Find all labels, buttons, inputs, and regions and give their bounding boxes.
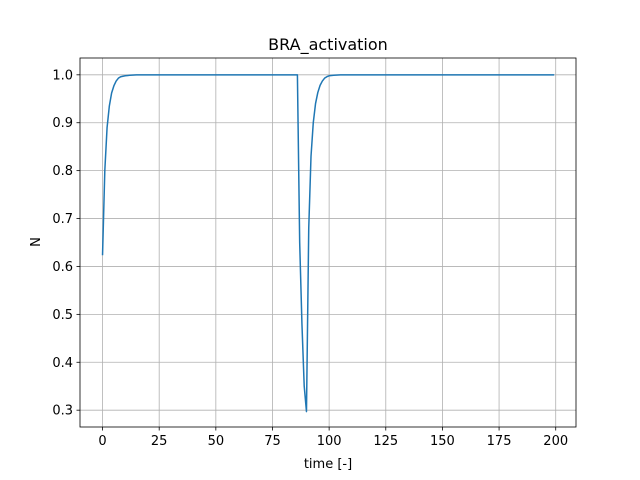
x-axis-label: time [-] <box>304 457 352 472</box>
x-tick-label: 200 <box>543 434 568 449</box>
y-axis-label: N <box>29 237 44 247</box>
y-tick-label: 0.6 <box>52 260 73 275</box>
x-tick-label: 175 <box>487 434 512 449</box>
x-tick-label: 75 <box>264 434 281 449</box>
chart-title: BRA_activation <box>268 35 388 55</box>
plot-frame <box>79 57 577 428</box>
y-tick-label: 0.9 <box>52 116 73 131</box>
x-tick-label: 50 <box>208 434 225 449</box>
x-tick-label: 100 <box>317 434 342 449</box>
ticks: 0 25 50 75 100 125 150 175 200 0.3 0.4 0.5 0.6 0.7 0.8… <box>52 68 568 449</box>
x-tick-label: 150 <box>430 434 455 449</box>
y-tick-label: 1.0 <box>52 68 73 83</box>
y-tick-label: 0.3 <box>52 404 73 419</box>
y-tick-label: 0.8 <box>52 164 73 179</box>
y-tick-label: 0.4 <box>52 356 73 371</box>
grid <box>80 58 576 427</box>
series-line <box>101 74 555 413</box>
x-tick-label: 0 <box>98 434 106 449</box>
y-tick-label: 0.5 <box>52 308 73 323</box>
x-tick-label: 25 <box>151 434 168 449</box>
x-tick-label: 125 <box>373 434 398 449</box>
y-tick-label: 0.7 <box>52 212 73 227</box>
